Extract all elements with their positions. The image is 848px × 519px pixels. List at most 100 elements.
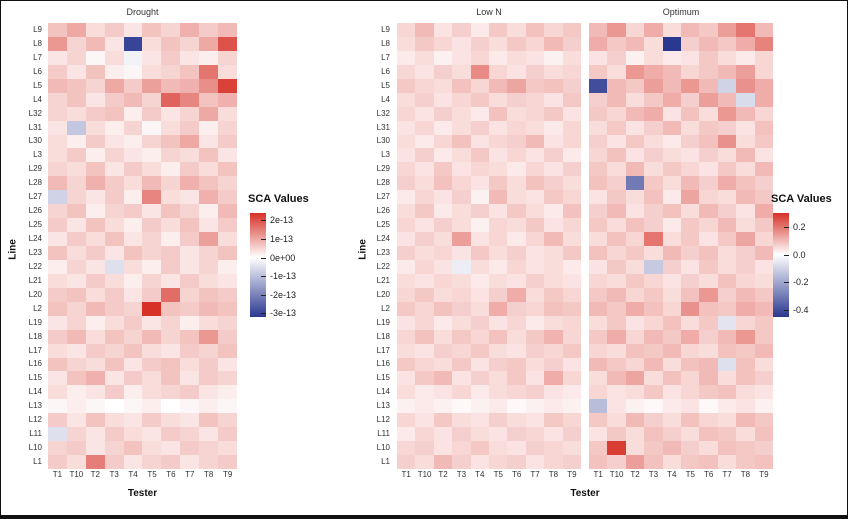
heatmap-cell bbox=[397, 78, 416, 93]
heatmap-cell bbox=[397, 427, 416, 442]
heatmap-cell bbox=[104, 204, 124, 219]
heatmap-cell bbox=[123, 232, 143, 246]
heatmap-cell bbox=[123, 329, 143, 344]
row-label: L22 bbox=[28, 261, 42, 271]
heatmap-cell bbox=[415, 301, 434, 316]
heatmap-cell bbox=[589, 106, 608, 121]
row-label: L9 bbox=[33, 24, 42, 34]
heatmap-cell bbox=[699, 441, 718, 456]
heatmap-cell bbox=[544, 23, 563, 37]
heatmap-cell bbox=[180, 78, 200, 93]
heatmap-cell bbox=[644, 259, 663, 274]
heatmap-cell bbox=[218, 134, 237, 149]
heatmap-cell bbox=[199, 78, 219, 93]
heatmap-cell bbox=[562, 120, 581, 135]
heatmap-cell bbox=[48, 246, 67, 260]
heatmap-cell bbox=[562, 287, 581, 302]
heatmap-cell bbox=[415, 455, 434, 469]
heatmap-cell bbox=[754, 50, 773, 65]
heatmap-cell bbox=[199, 301, 219, 316]
heatmap-cell bbox=[161, 385, 181, 400]
legend-tick-label: 0.2 bbox=[793, 221, 806, 232]
heatmap-cell bbox=[142, 455, 162, 469]
heatmap-cell bbox=[644, 92, 663, 107]
heatmap-cell bbox=[525, 273, 545, 288]
heatmap-cell bbox=[589, 441, 608, 456]
heatmap-cell bbox=[644, 455, 663, 469]
heatmap-cell bbox=[85, 106, 105, 121]
heatmap-cell bbox=[680, 148, 700, 163]
heatmap-cell bbox=[180, 190, 200, 205]
heatmap-cell bbox=[199, 106, 219, 121]
heatmap-cell bbox=[754, 190, 773, 205]
heatmap-cell bbox=[199, 23, 219, 37]
heatmap-cell bbox=[48, 259, 67, 274]
heatmap-cell bbox=[662, 148, 681, 163]
heatmap-cell bbox=[218, 204, 237, 219]
heatmap-cell bbox=[142, 246, 162, 260]
heatmap-cell bbox=[199, 92, 219, 107]
heatmap-cell bbox=[66, 23, 86, 37]
heatmap-cell bbox=[507, 413, 526, 428]
heatmap-cell bbox=[736, 441, 755, 456]
heatmap-cell bbox=[717, 329, 737, 344]
row-label: L4 bbox=[33, 94, 42, 104]
heatmap-cell bbox=[662, 218, 681, 233]
heatmap-cell bbox=[488, 232, 508, 246]
heatmap-cell bbox=[123, 301, 143, 316]
heatmap-cell bbox=[66, 176, 86, 191]
heatmap-cell bbox=[525, 148, 545, 163]
heatmap-cell bbox=[397, 50, 416, 65]
heatmap-cell bbox=[470, 36, 489, 51]
heatmap-cell bbox=[433, 64, 453, 79]
heatmap-cell bbox=[562, 357, 581, 372]
heatmap-cell bbox=[544, 455, 563, 469]
heatmap-cell bbox=[123, 106, 143, 121]
heatmap-cell bbox=[754, 134, 773, 149]
heatmap-cell bbox=[142, 78, 162, 93]
heatmap-cell bbox=[48, 162, 67, 177]
row-label: L13 bbox=[376, 401, 390, 411]
heatmap-cell bbox=[662, 232, 681, 246]
heatmap-cell bbox=[123, 343, 143, 358]
col-label: T2 bbox=[90, 470, 100, 479]
heatmap-cell bbox=[397, 92, 416, 107]
heatmap-cell bbox=[736, 204, 755, 219]
heatmap-cell bbox=[85, 176, 105, 191]
heatmap-cell bbox=[199, 385, 219, 400]
heatmap-cell bbox=[644, 78, 663, 93]
heatmap-cell bbox=[180, 371, 200, 386]
row-label: L16 bbox=[28, 359, 42, 369]
heatmap-cell bbox=[48, 315, 67, 330]
heatmap-cell bbox=[161, 78, 181, 93]
heatmap-cell bbox=[48, 455, 67, 469]
heatmap-cell bbox=[562, 92, 581, 107]
heatmap-cell bbox=[470, 385, 489, 400]
heatmap-cell bbox=[415, 218, 434, 233]
heatmap-cell bbox=[699, 120, 718, 135]
heatmap-cell bbox=[644, 120, 663, 135]
heatmap-cell bbox=[161, 64, 181, 79]
row-label: L6 bbox=[381, 66, 390, 76]
heatmap-cell bbox=[662, 343, 681, 358]
heatmap-cell bbox=[525, 190, 545, 205]
heatmap-cell bbox=[199, 329, 219, 344]
heatmap-cell bbox=[644, 399, 663, 414]
heatmap-cell bbox=[142, 273, 162, 288]
heatmap-cell bbox=[85, 441, 105, 456]
legend-tick-label: 0.0 bbox=[793, 249, 806, 260]
heatmap-cell bbox=[607, 441, 626, 456]
heatmap-cell bbox=[397, 287, 416, 302]
heatmap-cell bbox=[218, 427, 237, 442]
heatmap-cell bbox=[452, 371, 471, 386]
y-axis-title-line: Line bbox=[7, 239, 19, 260]
heatmap-cell bbox=[625, 427, 645, 442]
col-label: T10 bbox=[417, 470, 432, 479]
heatmap-cell bbox=[625, 399, 645, 414]
heatmap-cell bbox=[562, 399, 581, 414]
heatmap-cell bbox=[415, 204, 434, 219]
heatmap-cell bbox=[397, 441, 416, 456]
heatmap-cell bbox=[507, 371, 526, 386]
heatmap-cell bbox=[644, 148, 663, 163]
heatmap-cell bbox=[488, 357, 508, 372]
